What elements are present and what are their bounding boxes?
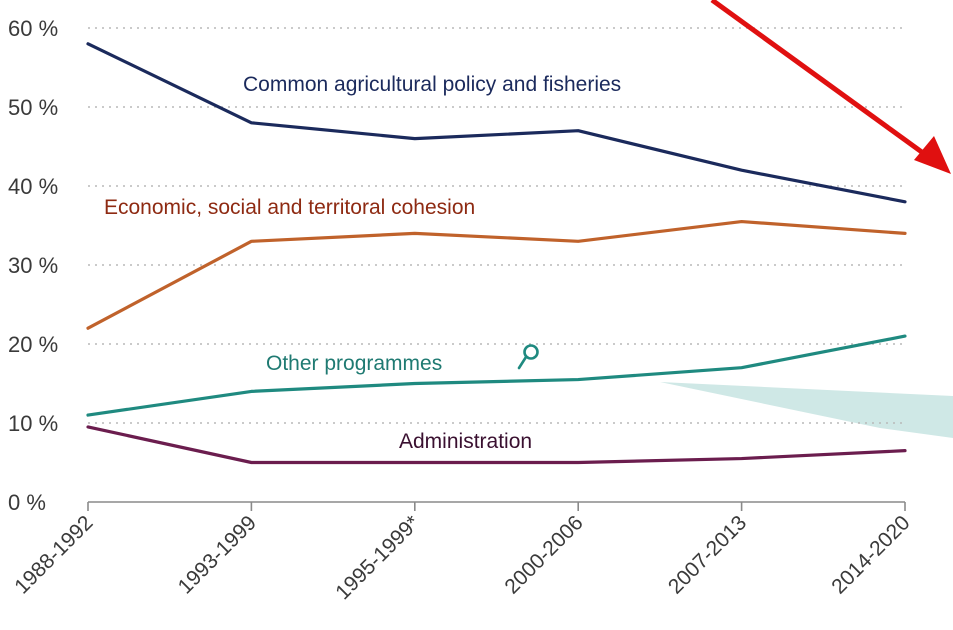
- series-label-cohesion: Economic, social and territoral cohesion: [104, 196, 475, 219]
- grid-lines: [88, 27, 905, 424]
- red-arrow-icon: [710, 0, 951, 174]
- x-tick-label: 1988-1992: [10, 511, 97, 598]
- y-tick-label: 50 %: [8, 95, 58, 120]
- y-tick-label: 20 %: [8, 332, 58, 357]
- series-line-admin: [86, 425, 907, 465]
- y-axis-ticks: 0 % 10 % 20 % 30 % 40 % 50 % 60 %: [8, 16, 58, 515]
- series-label-cap: Common agricultural policy and fisheries: [243, 73, 621, 96]
- series-lines: [86, 42, 907, 465]
- zoom-band: [660, 382, 953, 438]
- x-axis-ticks: 1988-1992 1993-1999 1995-1999* 2000-2006 200…: [10, 511, 914, 604]
- series-label-other: Other programmes: [266, 352, 442, 375]
- x-tick-label: 1995-1999*: [331, 511, 424, 604]
- y-tick-label: 30 %: [8, 253, 58, 278]
- series-line-cap: [86, 42, 907, 204]
- x-tick-label: 1993-1999: [174, 511, 261, 598]
- series-line-other: [86, 334, 907, 417]
- x-axis: [87, 501, 906, 511]
- x-tick-label: 2000-2006: [500, 511, 587, 598]
- y-tick-label: 0 %: [8, 490, 46, 515]
- y-tick-label: 40 %: [8, 174, 58, 199]
- x-tick-label: 2007-2013: [664, 511, 751, 598]
- series-label-admin: Administration: [399, 430, 532, 453]
- x-tick-label: 2014-2020: [827, 511, 914, 598]
- series-line-cohesion: [86, 219, 907, 330]
- y-tick-label: 10 %: [8, 411, 58, 436]
- magnifier-icon[interactable]: [517, 344, 539, 370]
- y-tick-label: 60 %: [8, 16, 58, 41]
